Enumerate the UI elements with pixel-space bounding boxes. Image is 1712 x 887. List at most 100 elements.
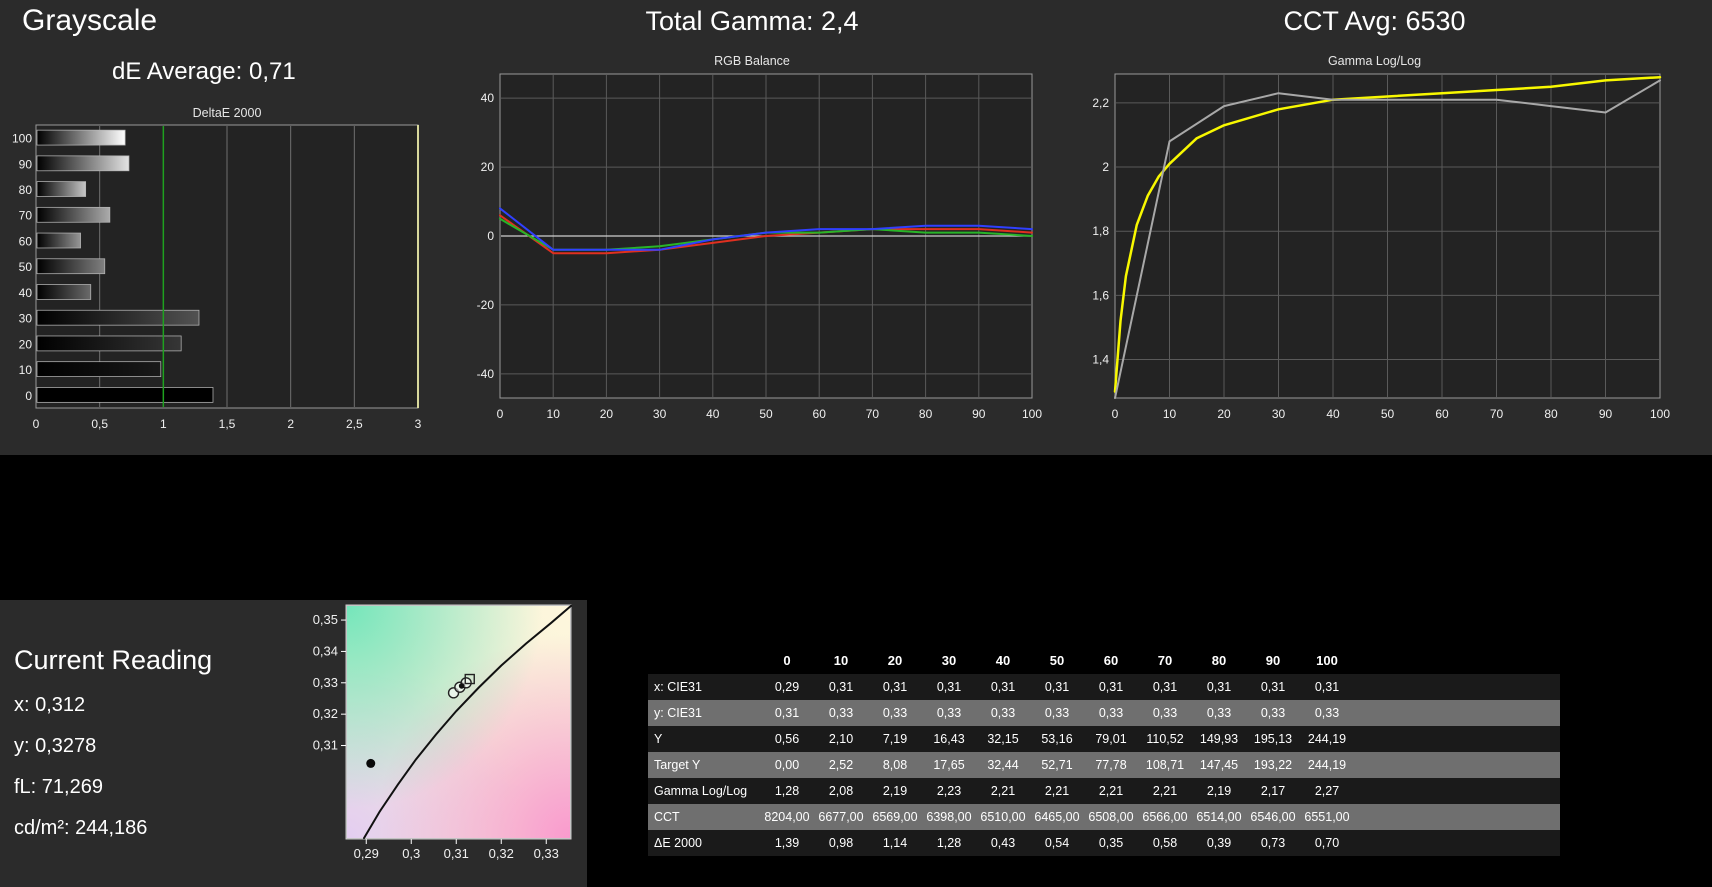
table-cell: 2,27 [1314, 784, 1340, 798]
table-cell: 0,31 [1314, 680, 1340, 694]
table-cell: 6566,00 [1142, 810, 1188, 824]
svg-text:90: 90 [1599, 407, 1613, 421]
table-cell: 0,31 [1152, 680, 1178, 694]
svg-text:0: 0 [487, 229, 494, 243]
table-cell: 8,08 [882, 758, 908, 772]
table-cell: 1,14 [882, 836, 908, 850]
svg-text:0,33: 0,33 [534, 846, 559, 861]
total-gamma-title: Total Gamma: 2,4 [645, 6, 859, 36]
table-cell: 0,31 [990, 680, 1016, 694]
svg-text:20: 20 [19, 337, 33, 351]
svg-text:80: 80 [1544, 407, 1558, 421]
gamma-loglog-chart: 0 10 20 30 40 50 60 70 80 90 100 2,2 2 1,8 1,6 1,4 [1092, 73, 1670, 421]
table-cell: 0,33 [828, 706, 854, 720]
table-row: Y 0,56 2,10 7,19 16,43 32,15 53,16 79,01 110,52 1… [648, 726, 1560, 752]
svg-text:10: 10 [1163, 407, 1177, 421]
svg-text:30: 30 [1272, 407, 1286, 421]
svg-text:40: 40 [481, 91, 495, 105]
table-cell: 2,19 [882, 784, 908, 798]
svg-text:20: 20 [481, 160, 495, 174]
table-header-cell: 70 [1157, 653, 1173, 668]
svg-text:100: 100 [1650, 407, 1670, 421]
svg-text:0,31: 0,31 [444, 846, 469, 861]
svg-text:0,32: 0,32 [489, 846, 514, 861]
table-cell: 6510,00 [980, 810, 1026, 824]
table-cell: 0,31 [1206, 680, 1232, 694]
table-cell: 17,65 [933, 758, 965, 772]
table-cell: 110,52 [1146, 732, 1184, 746]
table-row-label: x: CIE31 [654, 680, 702, 694]
table-row: y: CIE31 0,31 0,33 0,33 0,33 0,33 0,33 0,33 0,33… [648, 700, 1560, 726]
table-cell: 0,00 [774, 758, 800, 772]
table-cell: 6508,00 [1088, 810, 1134, 824]
gamma-chart-title: Gamma Log/Log [1327, 54, 1422, 68]
svg-text:100: 100 [1022, 407, 1042, 421]
svg-text:0,33: 0,33 [313, 675, 338, 690]
table-cell: 2,52 [828, 758, 854, 772]
table-row: ΔE 2000 1,39 0,98 1,14 1,28 0,43 0,54 0,35 0,58 0… [648, 830, 1560, 856]
svg-text:30: 30 [19, 312, 33, 326]
table-cell: 0,33 [882, 706, 908, 720]
table-header-cell: 60 [1103, 653, 1119, 668]
svg-text:0: 0 [497, 407, 504, 421]
table-cell: 6546,00 [1250, 810, 1296, 824]
table-cell: 149,93 [1199, 732, 1239, 746]
table-cell: 6677,00 [818, 810, 864, 824]
table-cell: 2,21 [1098, 784, 1124, 798]
measurement-table: 0 10 20 30 40 50 60 70 80 90 100 x: CIE31 0,29 0,31 0,… [648, 648, 1560, 856]
table-cell: 244,19 [1307, 758, 1347, 772]
table-cell: 0,31 [1044, 680, 1070, 694]
table-row: x: CIE31 0,29 0,31 0,31 0,31 0,31 0,31 0,31 0,31… [648, 674, 1560, 700]
table-cell: 244,19 [1307, 732, 1347, 746]
cct-avg-title: CCT Avg: 6530 [1283, 6, 1466, 36]
svg-text:20: 20 [600, 407, 614, 421]
deltae-chart-title: DeltaE 2000 [192, 106, 262, 120]
table-cell: 0,73 [1260, 836, 1286, 850]
table-cell: 0,35 [1098, 836, 1124, 850]
svg-text:1,6: 1,6 [1092, 288, 1109, 302]
svg-text:80: 80 [919, 407, 933, 421]
table-cell: 77,78 [1095, 758, 1127, 772]
table-cell: 0,33 [1260, 706, 1286, 720]
table-cell: 0,54 [1044, 836, 1070, 850]
table-cell: 6514,00 [1196, 810, 1242, 824]
svg-text:50: 50 [19, 260, 33, 274]
svg-text:60: 60 [19, 234, 33, 248]
table-cell: 1,28 [774, 784, 800, 798]
rgb-chart-title: RGB Balance [714, 54, 790, 68]
table-cell: 2,08 [828, 784, 854, 798]
table-cell: 0,43 [990, 836, 1016, 850]
reading-y: y: 0,3278 [14, 735, 97, 757]
table-cell: 6551,00 [1304, 810, 1350, 824]
table-cell: 0,58 [1152, 836, 1178, 850]
svg-text:3: 3 [415, 417, 422, 431]
svg-text:40: 40 [706, 407, 720, 421]
table-cell: 0,98 [828, 836, 854, 850]
table-cell: 7,19 [882, 732, 908, 746]
svg-text:1: 1 [160, 417, 167, 431]
table-cell: 6465,00 [1034, 810, 1080, 824]
table-cell: 53,16 [1041, 732, 1073, 746]
table-cell: 16,43 [933, 732, 965, 746]
table-cell: 0,31 [936, 680, 962, 694]
table-cell: 32,15 [987, 732, 1019, 746]
reading-x: x: 0,312 [14, 694, 86, 716]
table-row-label: ΔE 2000 [654, 836, 702, 850]
svg-text:2,5: 2,5 [346, 417, 363, 431]
table-cell: 0,31 [1260, 680, 1286, 694]
svg-text:60: 60 [1435, 407, 1449, 421]
svg-text:0: 0 [25, 389, 32, 403]
svg-text:90: 90 [972, 407, 986, 421]
table-cell: 0,33 [1206, 706, 1232, 720]
table-cell: 8204,00 [764, 810, 810, 824]
svg-text:-20: -20 [477, 298, 495, 312]
table-cell: 147,45 [1199, 758, 1239, 772]
table-cell: 193,22 [1253, 758, 1293, 772]
cie-chromaticity-diagram: 0,35 0,34 0,33 0,32 0,31 0,29 0,3 0,31 0,32 0,33 [313, 604, 572, 861]
table-cell: 0,33 [1314, 706, 1340, 720]
table-header-cell: 50 [1049, 653, 1065, 668]
svg-text:50: 50 [1381, 407, 1395, 421]
table-row-label: Y [654, 732, 663, 746]
svg-text:70: 70 [1490, 407, 1504, 421]
svg-text:1,5: 1,5 [219, 417, 236, 431]
